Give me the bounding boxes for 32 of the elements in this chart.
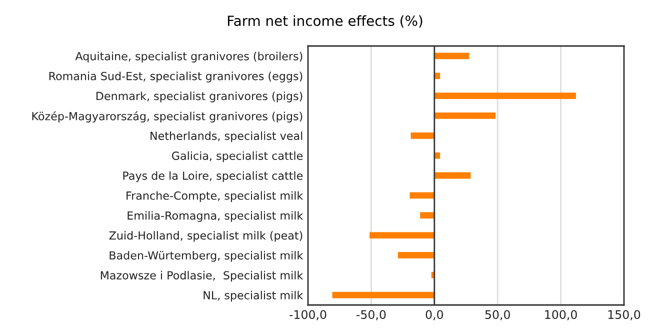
x-tick-label: 100,0 [545, 310, 577, 320]
y-tick-label: Galicia, specialist cattle [172, 151, 303, 162]
y-tick-label: Franche-Compte, specialist milk [126, 191, 304, 202]
y-tick-label: Közép-Magyarország, specialist granivores (pigs) [32, 111, 302, 122]
bar [410, 192, 434, 199]
bar [332, 292, 434, 298]
bar [434, 72, 440, 80]
bar [434, 112, 496, 119]
x-tick-label: -50,0 [356, 310, 386, 320]
y-tick-label: Denmark, specialist granivores (pigs) [96, 92, 302, 102]
x-tick-label: -100,0 [290, 310, 326, 320]
bar [398, 252, 434, 258]
y-tick-label: Zuid-Holland, specialist milk (peat) [109, 231, 302, 242]
bar [420, 212, 434, 219]
bar [434, 152, 440, 159]
y-tick-label: Baden-Würtemberg, specialist milk [110, 250, 304, 262]
bar [434, 172, 471, 179]
chart-title: Farm net income effects (%) [228, 15, 422, 28]
y-tick-label: Pays de la Loire, specialist cattle [123, 171, 303, 182]
bar [370, 232, 434, 238]
y-tick-label: Netherlands, specialist veal [150, 131, 302, 142]
x-tick-label: 150,0 [608, 310, 640, 320]
bar [434, 92, 576, 99]
x-tick-label: 0,0 [426, 310, 444, 320]
y-tick-label: NL, specialist milk [204, 290, 304, 302]
y-tick-label: Mazowsze i Podlasie, Specialist milk [100, 270, 304, 282]
x-tick-label: 50,0 [485, 310, 510, 320]
y-tick-label: Romania Sud-Est, specialist granivores (eggs) [49, 72, 302, 82]
bar [434, 52, 470, 60]
y-tick-label: Aquitaine, specialist granivores (broilers) [75, 52, 302, 62]
bar [410, 132, 434, 139]
y-tick-label: Emilia-Romagna, specialist milk [128, 211, 304, 222]
